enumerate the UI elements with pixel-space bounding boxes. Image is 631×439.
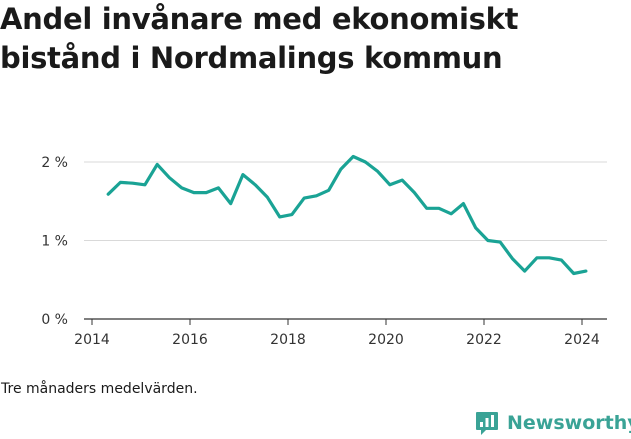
chart-title: Andel invånare med ekonomiskt bistånd i … [0, 2, 519, 75]
x-tick-label: 2014 [74, 332, 110, 348]
x-tick-label: 2016 [172, 332, 208, 348]
y-tick-label: 2 % [41, 155, 68, 171]
x-tick-label: 2024 [564, 332, 600, 348]
x-tick-label: 2018 [270, 332, 306, 348]
x-tick-label: 2022 [466, 332, 502, 348]
series-line-group [106, 154, 588, 276]
gridlines [84, 161, 607, 241]
footnote: Tre månaders medelvärden. [1, 381, 198, 397]
newsworthy-logo-icon [476, 412, 498, 435]
y-tick-label: 0 % [41, 312, 68, 328]
brand: Newsworthy [475, 408, 631, 438]
y-axis: 0 % 1 % 2 % [41, 155, 68, 328]
x-axis: 2014 2016 2018 2020 2022 2024 [74, 318, 607, 348]
series-line [106, 154, 588, 276]
x-tick-label: 2020 [368, 332, 404, 348]
y-tick-label: 1 % [41, 234, 68, 250]
brand-name: Newsworthy [507, 412, 631, 434]
